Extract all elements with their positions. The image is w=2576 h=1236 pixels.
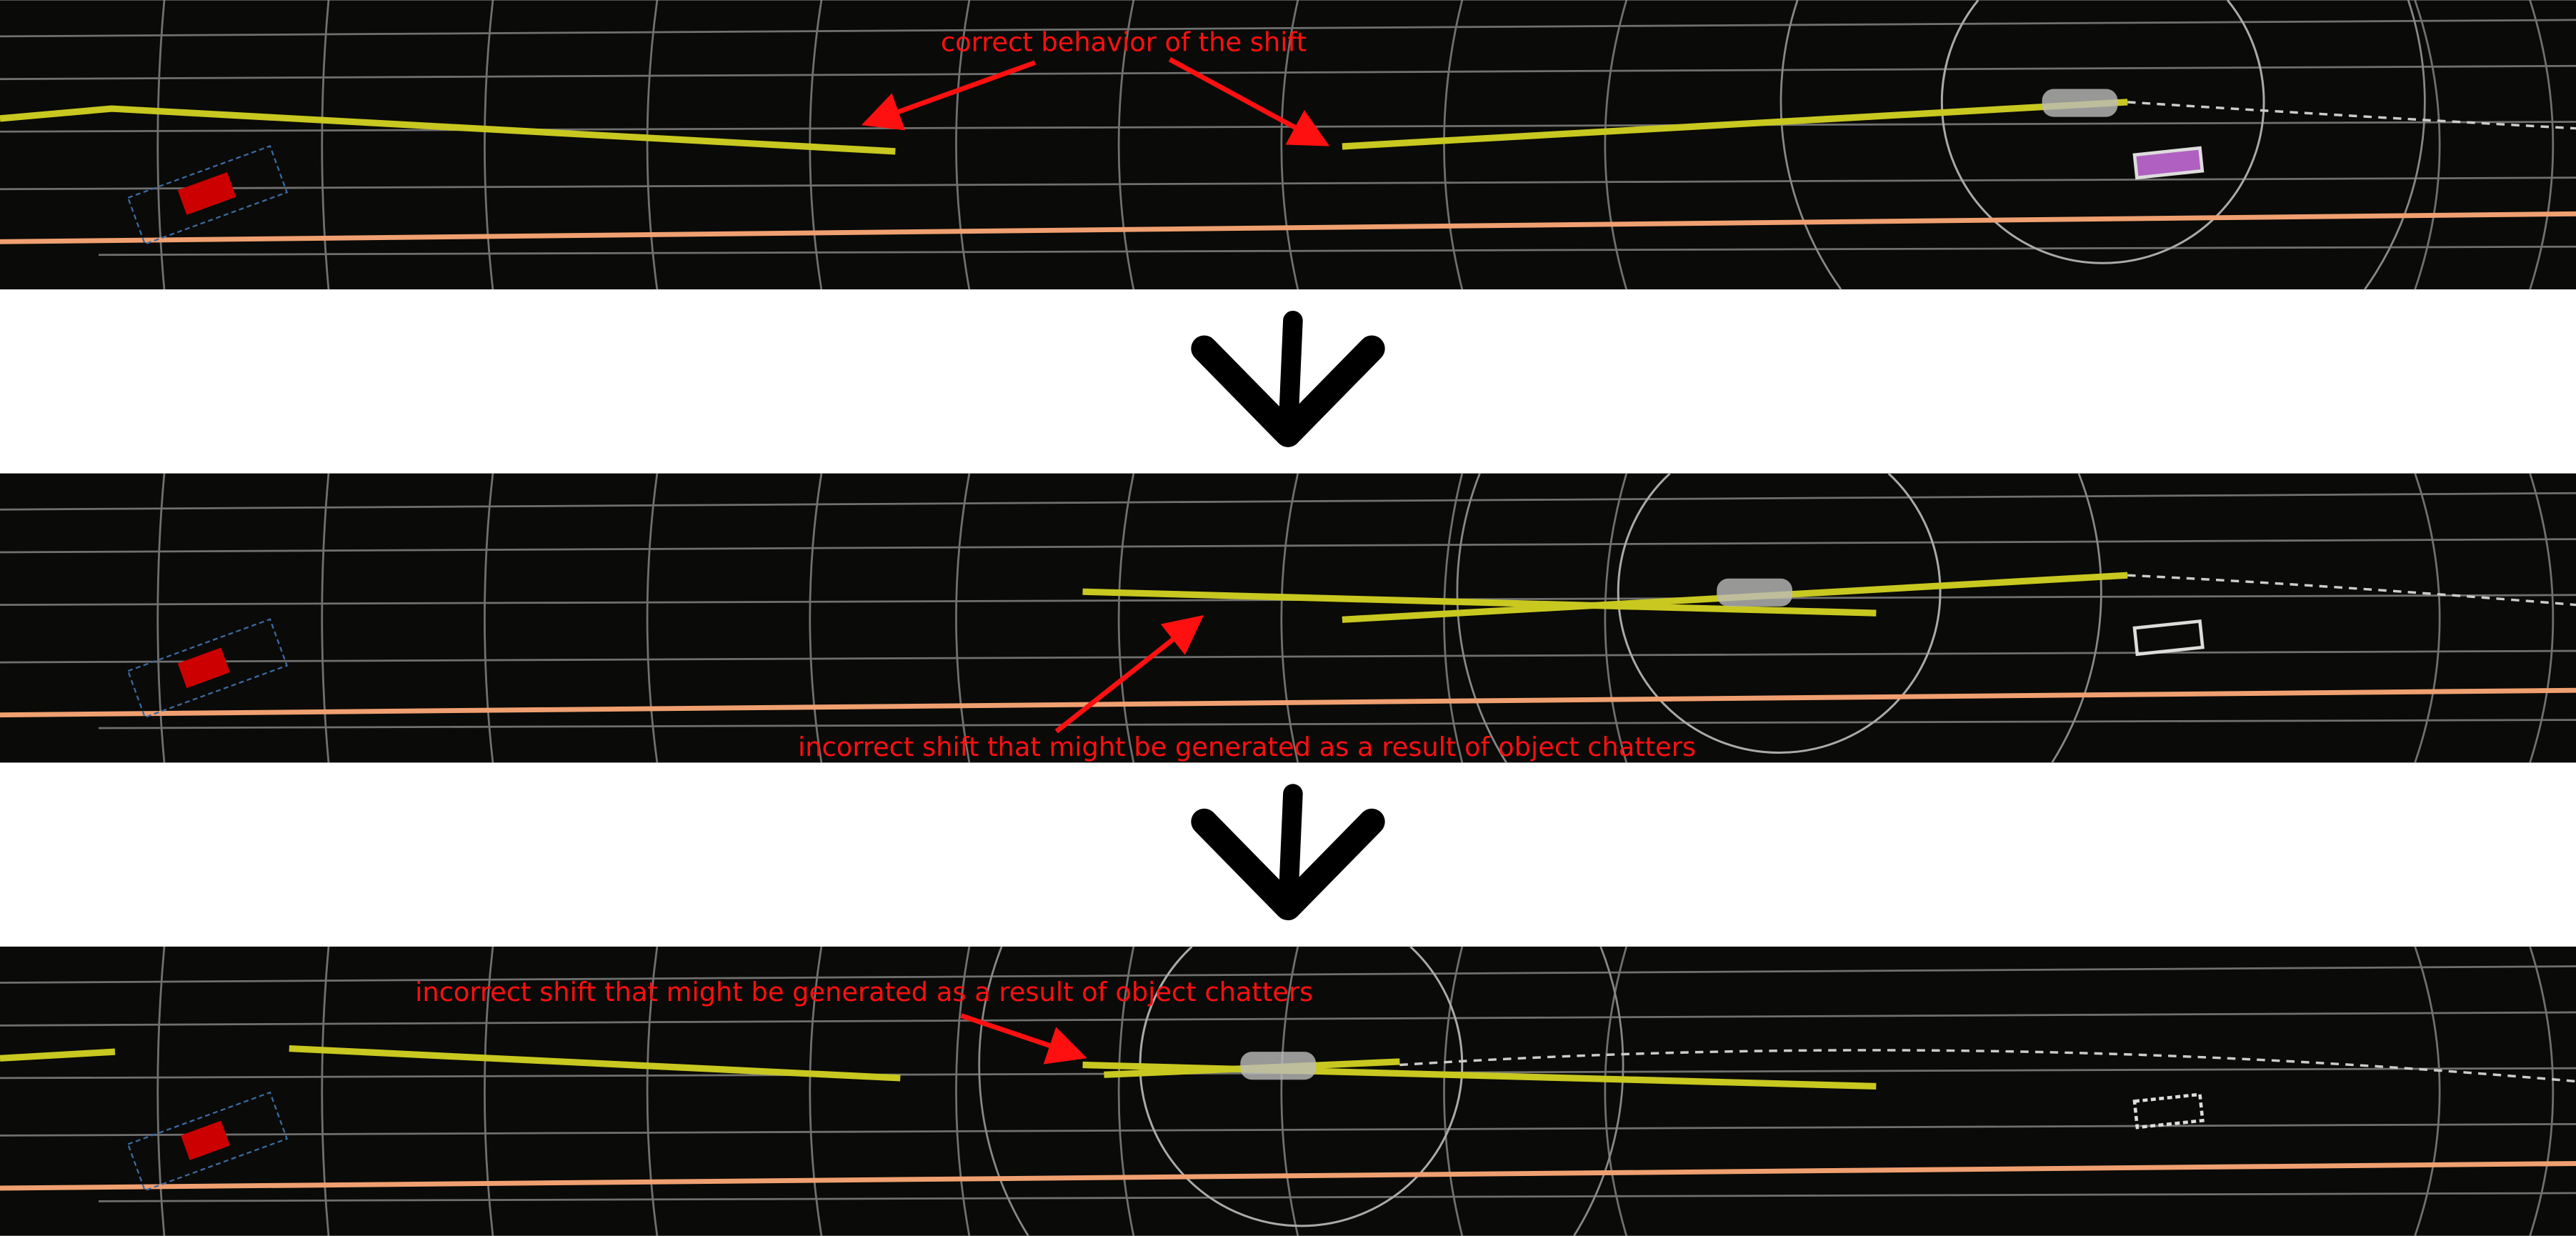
panel-correct-shift: correct behavior of the shift: [0, 0, 2576, 291]
annotation-incorrect: incorrect shift that might be generated …: [415, 977, 1313, 1007]
path-segment: [0, 105, 896, 155]
outer-range-arc: [978, 946, 1624, 1236]
obstacle-object: [126, 1091, 289, 1192]
other-object: [2132, 146, 2205, 180]
ego-vehicle: [2042, 89, 2118, 117]
lane-boundary: [0, 211, 2576, 244]
annotation-correct: correct behavior of the shift: [941, 27, 1307, 58]
obstacle-object: [126, 144, 289, 246]
path-segment: [289, 1045, 901, 1082]
path-segment: [1342, 99, 2128, 150]
annotation-arrow: [1054, 615, 1204, 734]
outer-range-arc: [1456, 473, 2102, 764]
outer-range-arc: [1779, 0, 2426, 290]
reference-path: [2127, 101, 2576, 130]
ego-range-circle: [1617, 472, 1942, 754]
panel-incorrect-shift-2: incorrect shift that might be generated …: [0, 945, 2576, 1236]
annotation-incorrect: incorrect shift that might be generated …: [798, 732, 1696, 762]
panel-incorrect-shift-1: incorrect shift that might be generated …: [0, 472, 2576, 764]
path-segment: [0, 1048, 116, 1062]
chevron-down-arrow-icon: [1191, 310, 1385, 447]
lane-boundary: [0, 1161, 2576, 1191]
reference-path: [1399, 1049, 2576, 1083]
other-object: [2132, 619, 2205, 657]
path-segment: [1082, 588, 1877, 617]
ego-range-circle: [1940, 0, 2265, 264]
obstacle-object: [126, 618, 289, 719]
chevron-down-arrow-icon: [1191, 784, 1385, 921]
annotation-arrow: [960, 1013, 1087, 1065]
annotation-arrow: [861, 60, 1037, 131]
other-object: [2132, 1092, 2205, 1130]
ego-vehicle: [1717, 578, 1793, 607]
annotation-arrow: [1168, 57, 1330, 146]
ego-vehicle: [1240, 1052, 1317, 1080]
lane-boundary: [0, 687, 2576, 718]
ego-range-circle: [1139, 945, 1464, 1227]
reference-path: [2127, 574, 2576, 607]
